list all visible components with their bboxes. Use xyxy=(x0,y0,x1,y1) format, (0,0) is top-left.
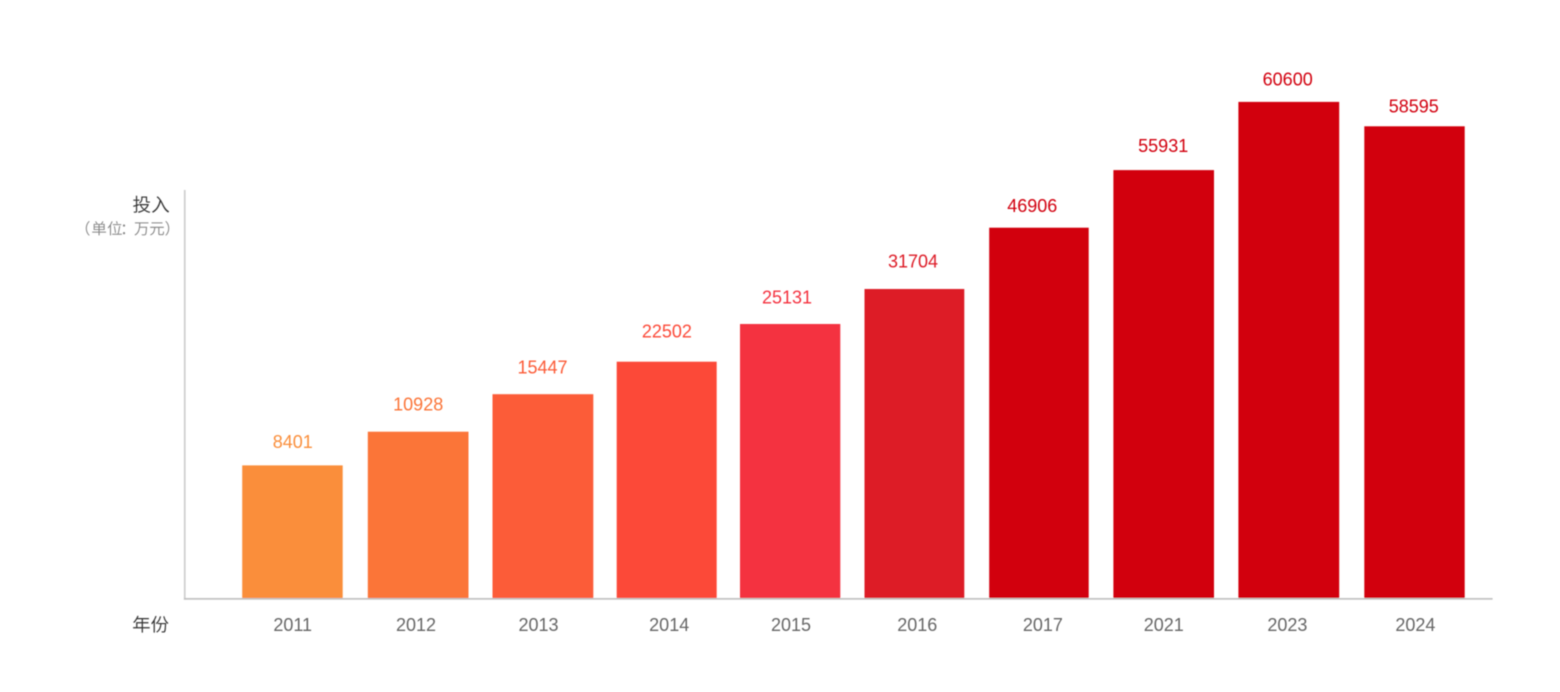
svg-text:31704: 31704 xyxy=(888,251,938,271)
svg-text:2014: 2014 xyxy=(649,615,689,635)
svg-text:10928: 10928 xyxy=(393,394,443,414)
svg-text:22502: 22502 xyxy=(642,322,692,342)
svg-text:2016: 2016 xyxy=(897,615,937,635)
svg-text:2013: 2013 xyxy=(518,615,558,635)
svg-text:2011: 2011 xyxy=(273,615,312,635)
svg-text:2024: 2024 xyxy=(1395,615,1435,635)
svg-text:8401: 8401 xyxy=(273,432,313,452)
svg-text:2012: 2012 xyxy=(396,615,436,635)
svg-text:58595: 58595 xyxy=(1389,96,1439,116)
svg-text:2023: 2023 xyxy=(1267,615,1307,635)
svg-text:55931: 55931 xyxy=(1138,136,1188,156)
svg-text:60600: 60600 xyxy=(1263,70,1313,90)
svg-text:2017: 2017 xyxy=(1023,615,1063,635)
svg-text:2021: 2021 xyxy=(1144,615,1184,635)
svg-text:46906: 46906 xyxy=(1007,196,1057,216)
svg-text:15447: 15447 xyxy=(517,357,567,377)
svg-text:25131: 25131 xyxy=(762,287,812,307)
svg-text:2015: 2015 xyxy=(771,615,811,635)
